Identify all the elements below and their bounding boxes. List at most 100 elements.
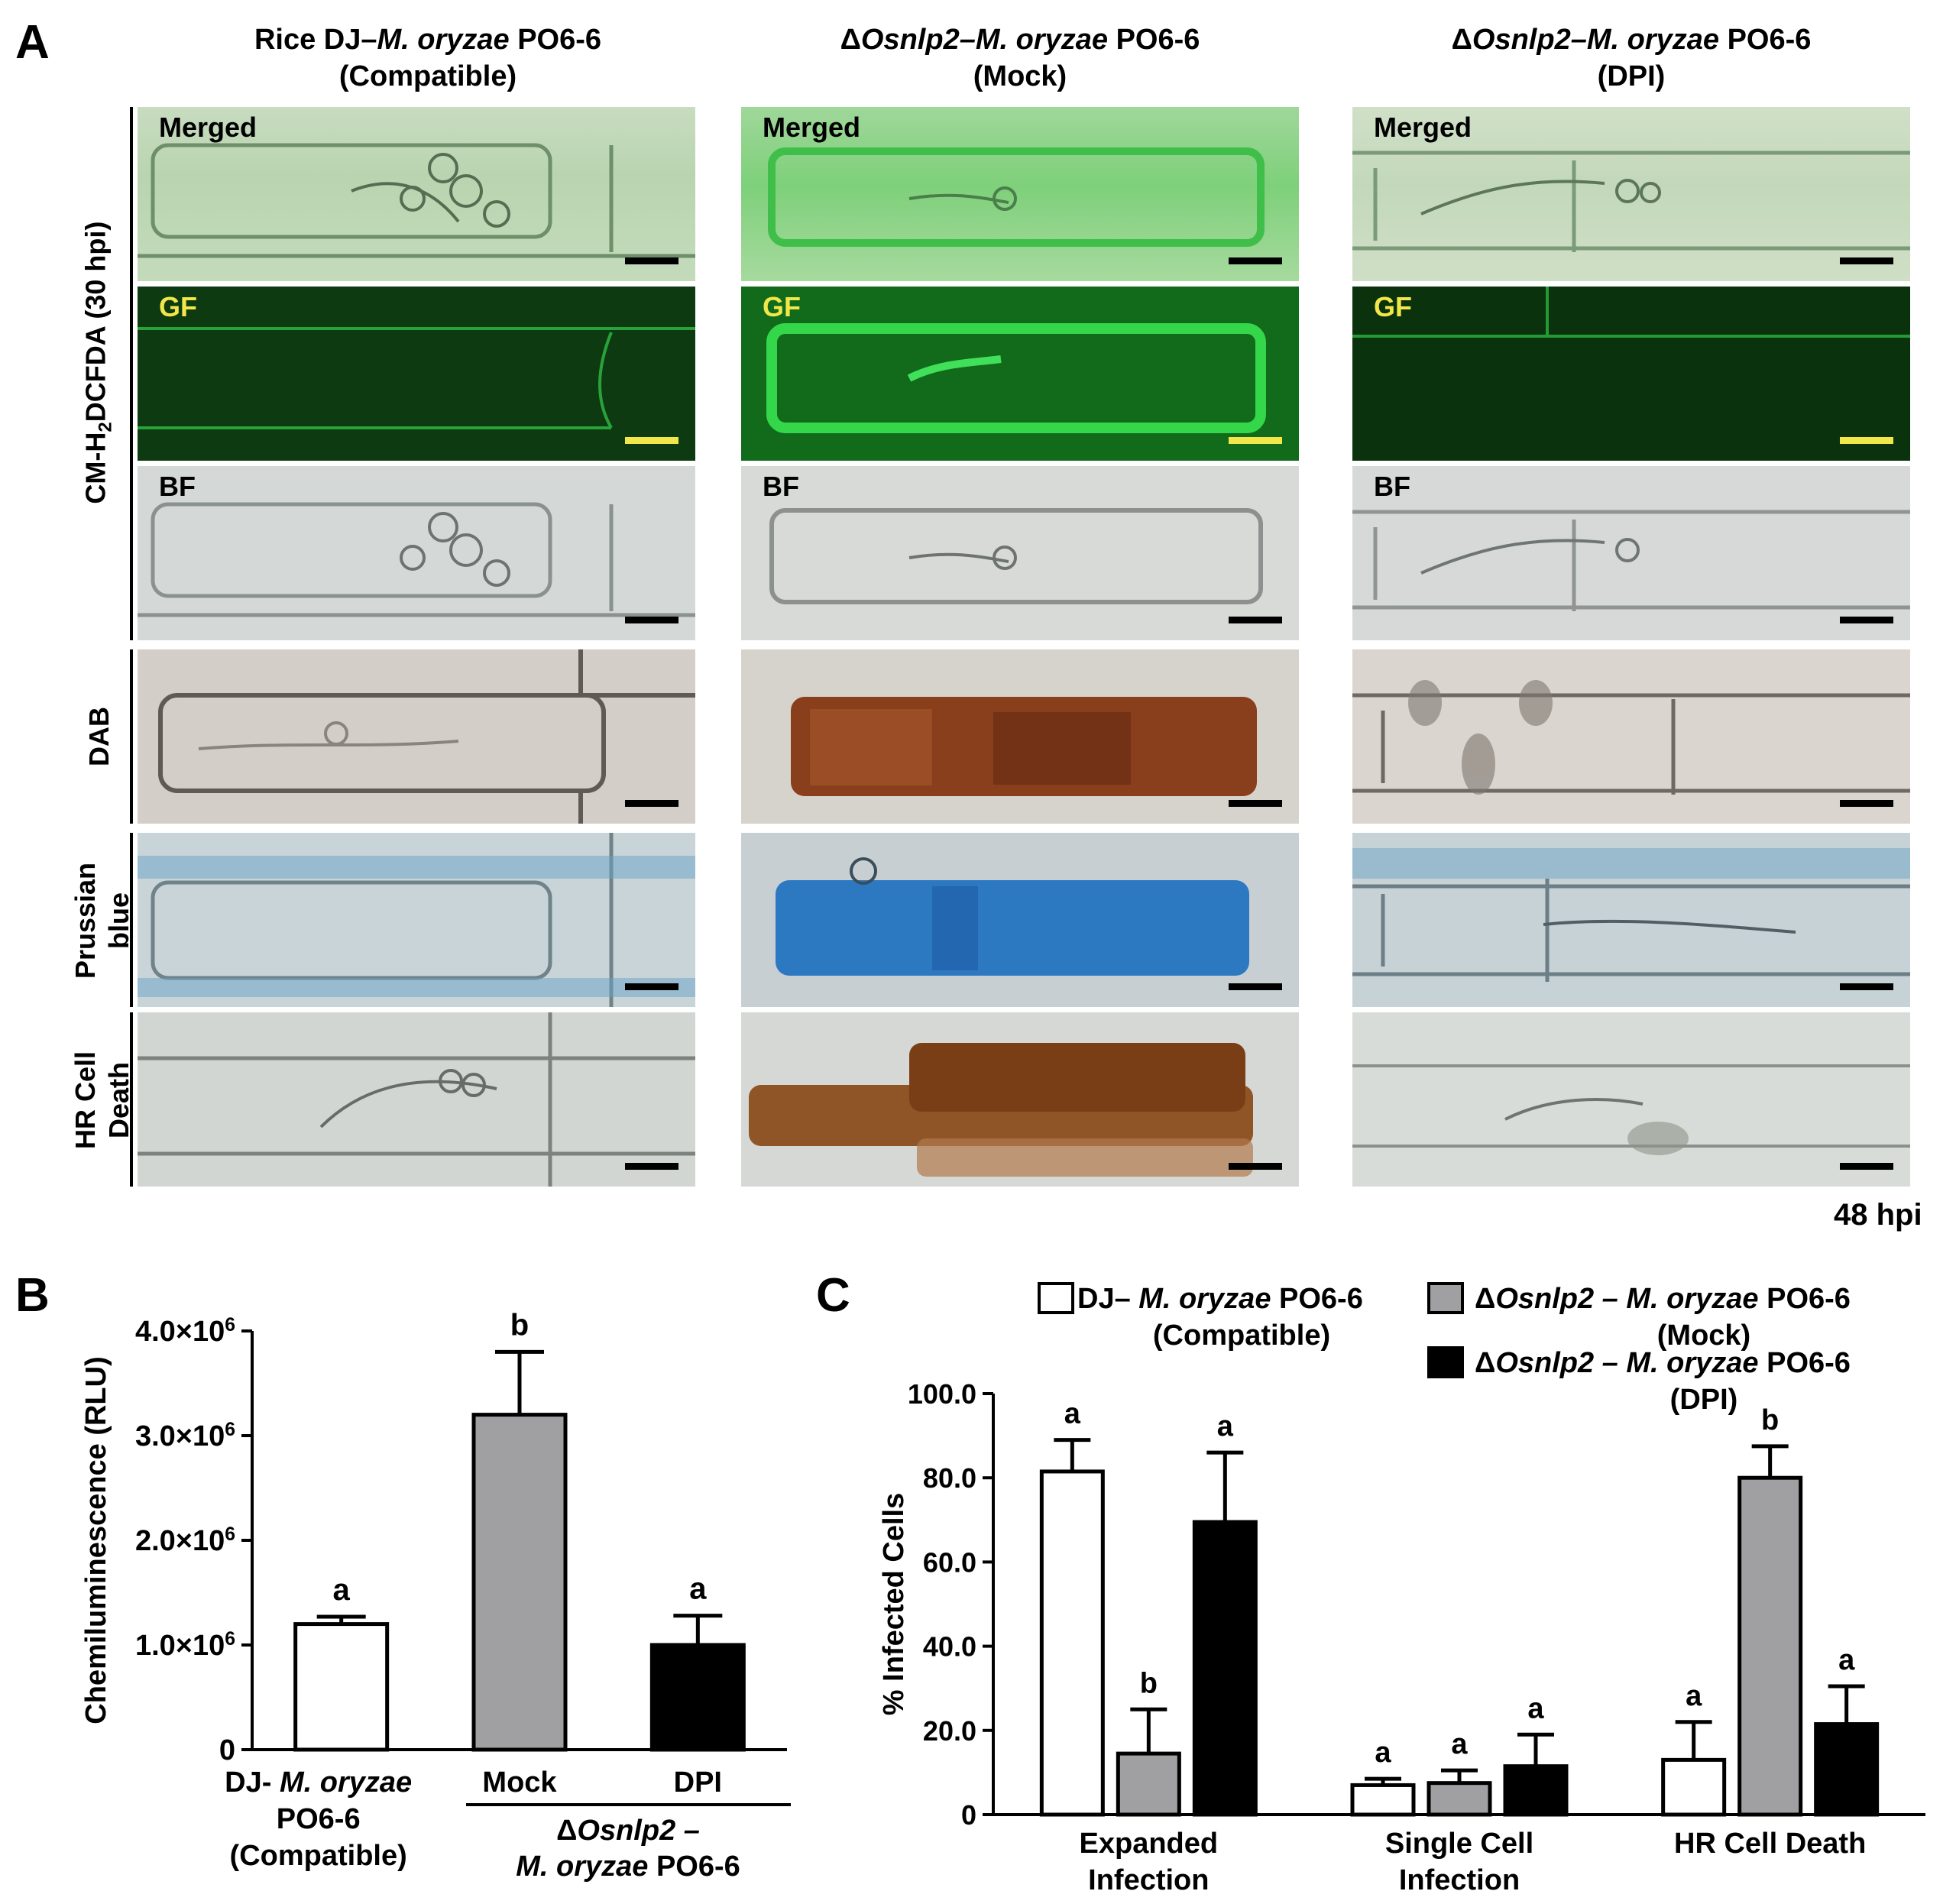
- chart-c: 0 20.0 40.0 60.0 80.0 100.0 % Infected Cells a b…: [878, 1282, 1925, 1896]
- y-tick-label: 60.0: [923, 1546, 976, 1578]
- x-tick-label-compatible-line3: (Compatible): [230, 1840, 407, 1872]
- scale-bar: [1229, 1163, 1282, 1170]
- image-hr-dpi: [1352, 1012, 1910, 1187]
- y-tick-label: 20.0: [923, 1715, 976, 1747]
- bar: [1116, 1751, 1181, 1817]
- scale-bar: [1840, 437, 1893, 444]
- significance-letter: a: [1375, 1737, 1391, 1769]
- image-gf-mock: GF: [741, 287, 1299, 461]
- x-tick-label-mock: Mock: [482, 1766, 557, 1799]
- x-tick-label: Expanded: [1080, 1828, 1219, 1860]
- scale-bar: [625, 800, 678, 807]
- row-bar-dab: [130, 649, 133, 824]
- y-tick-label: 1.0×106: [135, 1629, 235, 1663]
- legend-swatch: [1427, 1346, 1464, 1378]
- legend-label: DJ– M. oryzae PO6-6: [1077, 1283, 1363, 1315]
- x-tick-label: Infection: [1088, 1864, 1209, 1896]
- label-bf: BF: [159, 471, 196, 502]
- bar: [1427, 1781, 1492, 1817]
- label-merged: Merged: [159, 112, 257, 143]
- image-prussian-mock: [741, 833, 1299, 1007]
- legend-label: ΔOsnlp2 – M. oryzae PO6-6: [1475, 1283, 1851, 1315]
- image-merged-compatible: Merged: [138, 107, 695, 281]
- row-label-hr-cell-death: HR Cell Death: [70, 1051, 134, 1150]
- y-tick-label: 2.0×106: [135, 1524, 235, 1558]
- image-gf-dpi: GF: [1352, 287, 1910, 461]
- bar: [1737, 1475, 1803, 1817]
- timepoint-label: 48 hpi: [1834, 1198, 1922, 1232]
- bar: [293, 1622, 390, 1752]
- scale-bar: [1840, 983, 1893, 990]
- scale-bar: [1229, 800, 1282, 807]
- x-tick-label-compatible: DJ- M. oryzae: [225, 1766, 412, 1799]
- label-merged: Merged: [763, 112, 861, 143]
- y-tick-label: 80.0: [923, 1462, 976, 1494]
- scale-bar: [1840, 1163, 1893, 1170]
- scale-bar: [1229, 983, 1282, 990]
- significance-letter: a: [1064, 1398, 1081, 1430]
- significance-letter: b: [1140, 1667, 1158, 1699]
- image-bf-dpi: BF: [1352, 466, 1910, 640]
- image-hr-compatible: [138, 1012, 695, 1187]
- y-tick-label: 3.0×106: [135, 1420, 235, 1453]
- bar: [471, 1413, 568, 1752]
- legend-label-line2: (DPI): [1670, 1384, 1738, 1416]
- x-tick-label-compatible-line2: PO6-6: [277, 1803, 361, 1835]
- bar: [1503, 1764, 1569, 1817]
- x-tick-label: Infection: [1399, 1864, 1520, 1896]
- column-title-1: Rice DJ–M. oryzae PO6-6 (Compatible): [254, 24, 602, 92]
- significance-letter: b: [1761, 1404, 1779, 1436]
- row-bar-hr: [130, 1012, 133, 1187]
- label-gf: GF: [1374, 291, 1412, 322]
- bar: [1039, 1469, 1105, 1817]
- scale-bar: [625, 257, 678, 264]
- row-label-prussian-blue: Prussian blue: [70, 862, 134, 980]
- legend-swatch: [1427, 1282, 1464, 1314]
- row-label-dab: DAB: [83, 707, 115, 766]
- image-merged-mock: Merged: [741, 107, 1299, 281]
- scale-bar: [1840, 617, 1893, 623]
- panel-b-letter: B: [15, 1269, 50, 1322]
- label-gf: GF: [159, 291, 197, 322]
- bar: [1350, 1783, 1416, 1817]
- significance-letter: a: [1217, 1410, 1234, 1443]
- y-axis-label: % Infected Cells: [878, 1493, 910, 1715]
- x-tick-label: HR Cell Death: [1674, 1828, 1866, 1860]
- legend-label-line2: (Mock): [1657, 1320, 1750, 1352]
- bar: [649, 1643, 746, 1752]
- row-group-bar-stain: [130, 107, 133, 640]
- row-bar-prussian: [130, 833, 133, 1007]
- significance-letter: a: [333, 1573, 351, 1607]
- significance-letter: a: [689, 1572, 707, 1606]
- scale-bar: [625, 617, 678, 623]
- label-bf: BF: [763, 471, 799, 502]
- y-tick-label: 100.0: [908, 1378, 976, 1410]
- image-bf-mock: BF: [741, 466, 1299, 640]
- image-prussian-compatible: [138, 833, 695, 1007]
- image-gf-compatible: GF: [138, 287, 695, 461]
- group-label-line2: M. oryzae PO6-6: [516, 1851, 740, 1883]
- x-tick-label-dpi: DPI: [674, 1766, 722, 1799]
- significance-letter: a: [1527, 1692, 1544, 1724]
- panel-c-letter: C: [816, 1269, 850, 1322]
- y-tick-label: 40.0: [923, 1631, 976, 1663]
- group-label-line1: ΔOsnlp2 –: [556, 1815, 700, 1847]
- significance-letter: a: [1838, 1644, 1855, 1676]
- column-title-2: ΔOsnlp2–M. oryzae PO6-6 (Mock): [840, 24, 1200, 92]
- y-tick-label: 4.0×106: [135, 1315, 235, 1349]
- significance-letter: a: [1686, 1680, 1702, 1712]
- label-merged: Merged: [1374, 112, 1472, 143]
- bar: [1661, 1757, 1727, 1817]
- image-merged-dpi: Merged: [1352, 107, 1910, 281]
- scale-bar: [1229, 437, 1282, 444]
- x-tick-label: Single Cell: [1385, 1828, 1533, 1860]
- row-label-cmh2dcfda: CM-H2DCFDA (30 hpi): [79, 221, 116, 504]
- y-tick-label: 0: [961, 1799, 976, 1831]
- scale-bar: [1840, 257, 1893, 264]
- image-hr-mock: [741, 1012, 1299, 1187]
- image-bf-compatible: BF: [138, 466, 695, 640]
- significance-letter: a: [1451, 1728, 1468, 1760]
- label-bf: BF: [1374, 471, 1410, 502]
- scale-bar: [1840, 800, 1893, 807]
- image-prussian-dpi: [1352, 833, 1910, 1007]
